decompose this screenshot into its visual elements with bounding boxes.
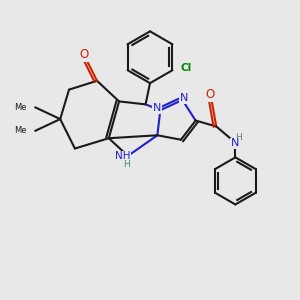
Text: H: H xyxy=(123,160,130,169)
Text: Cl: Cl xyxy=(181,63,192,73)
Text: NH: NH xyxy=(115,152,130,161)
Text: N: N xyxy=(153,103,161,113)
Text: H: H xyxy=(236,133,242,142)
Text: O: O xyxy=(206,88,215,101)
Text: Me: Me xyxy=(14,126,26,135)
Text: O: O xyxy=(80,48,89,62)
Text: N: N xyxy=(180,93,189,103)
Text: Me: Me xyxy=(14,103,26,112)
Text: N: N xyxy=(231,138,239,148)
